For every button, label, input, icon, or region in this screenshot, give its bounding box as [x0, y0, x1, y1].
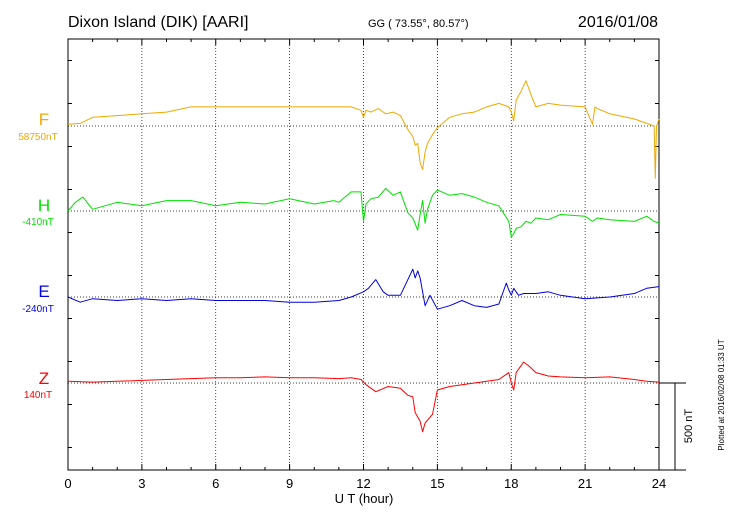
x-tick-label: 24 — [652, 476, 666, 491]
scale-bar: 500 nT — [659, 382, 695, 471]
x-tick-label: 3 — [138, 476, 145, 491]
series-label-h: H — [38, 196, 50, 215]
series-line-z — [67, 361, 660, 433]
x-tick-label: 9 — [286, 476, 293, 491]
date-label: 2016/01/08 — [578, 14, 658, 31]
x-axis-ticks: 0 3 6 9 12 15 18 21 24 — [64, 39, 666, 491]
x-tick-label: 18 — [504, 476, 518, 491]
baseline-value-e: -240nT — [22, 304, 54, 315]
baseline-value-f: 58750nT — [18, 132, 57, 143]
coordinates-label: GG ( 73.55°, 80.57°) — [368, 18, 469, 30]
series-line-h — [67, 187, 660, 238]
x-tick-label: 15 — [430, 476, 444, 491]
series-label-f: F — [39, 110, 49, 129]
series-label-e: E — [38, 282, 49, 301]
x-axis-label: U T (hour) — [335, 491, 394, 506]
scale-bar-label: 500 nT — [683, 409, 695, 444]
x-tick-label: 0 — [64, 476, 71, 491]
station-title: Dixon Island (DIK) [AARI] — [68, 14, 249, 31]
grid-lines — [141, 39, 586, 470]
x-tick-label: 12 — [356, 476, 370, 491]
x-tick-label: 6 — [212, 476, 219, 491]
baseline-value-z: 140nT — [24, 390, 52, 401]
series-label-z: Z — [39, 369, 49, 388]
series-line-e — [67, 268, 660, 310]
series-line-f — [67, 80, 660, 179]
plotted-at-note: Plotted at 2016/02/08 01:33 UT — [717, 339, 726, 450]
series-layer: F 58750nT H -410nT E -240nT Z 140nT — [18, 80, 660, 433]
x-tick-label: 21 — [578, 476, 592, 491]
baseline-value-h: -410nT — [22, 217, 54, 228]
